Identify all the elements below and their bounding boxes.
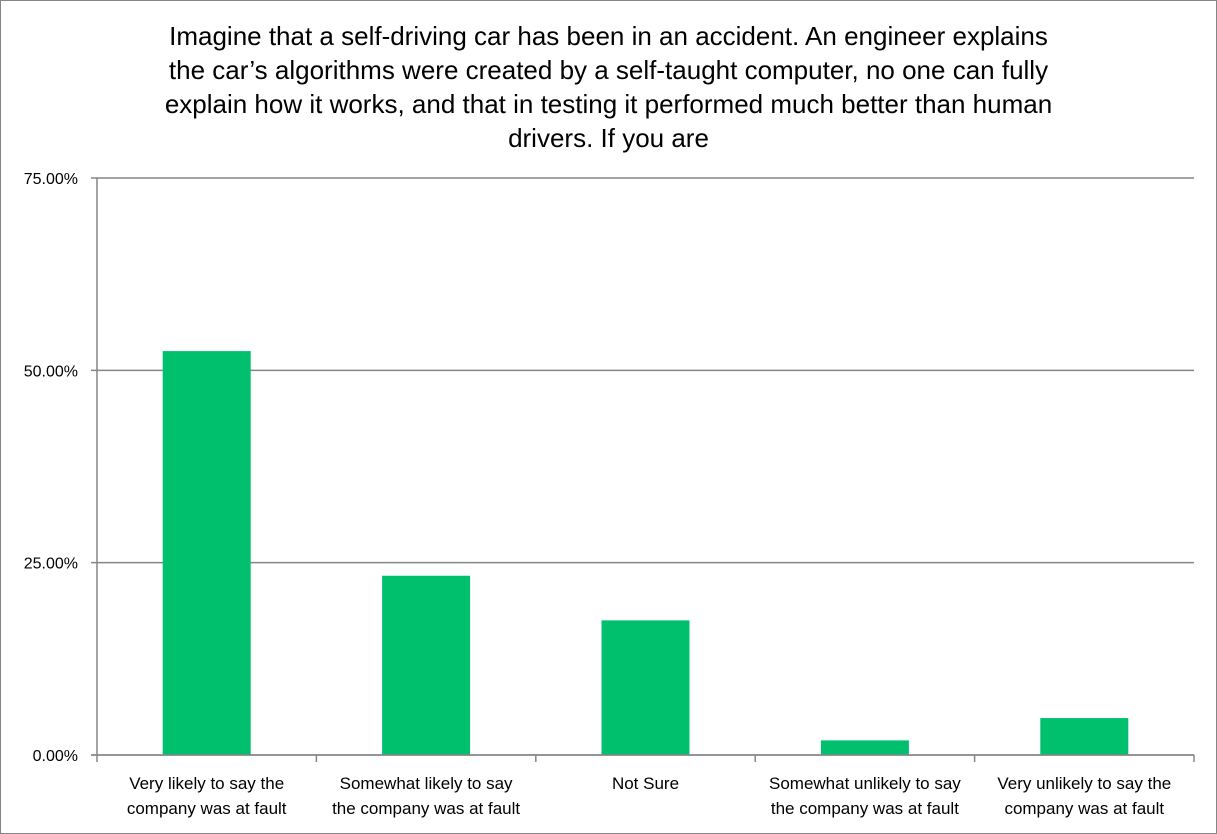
bar — [162, 351, 251, 755]
x-category-label: Somewhat likely to say the company was at… — [332, 774, 520, 818]
bar — [1040, 718, 1129, 755]
x-category-label: Very likely to say the company was at fau… — [127, 774, 287, 818]
x-category-label: Somewhat unlikely to say the company was … — [769, 774, 961, 818]
y-tick-label: 50.00% — [24, 363, 78, 380]
bar — [820, 740, 909, 755]
y-tick-label: 0.00% — [33, 748, 78, 765]
y-tick-label: 75.00% — [24, 171, 78, 188]
x-category-label: Very unlikely to say the company was at f… — [997, 774, 1171, 818]
chart-title: Imagine that a self-driving car has been… — [164, 21, 1053, 153]
y-tick-label: 25.00% — [24, 556, 78, 573]
bar — [382, 575, 471, 755]
bar — [601, 620, 690, 755]
x-category-label: Not Sure — [612, 774, 679, 793]
